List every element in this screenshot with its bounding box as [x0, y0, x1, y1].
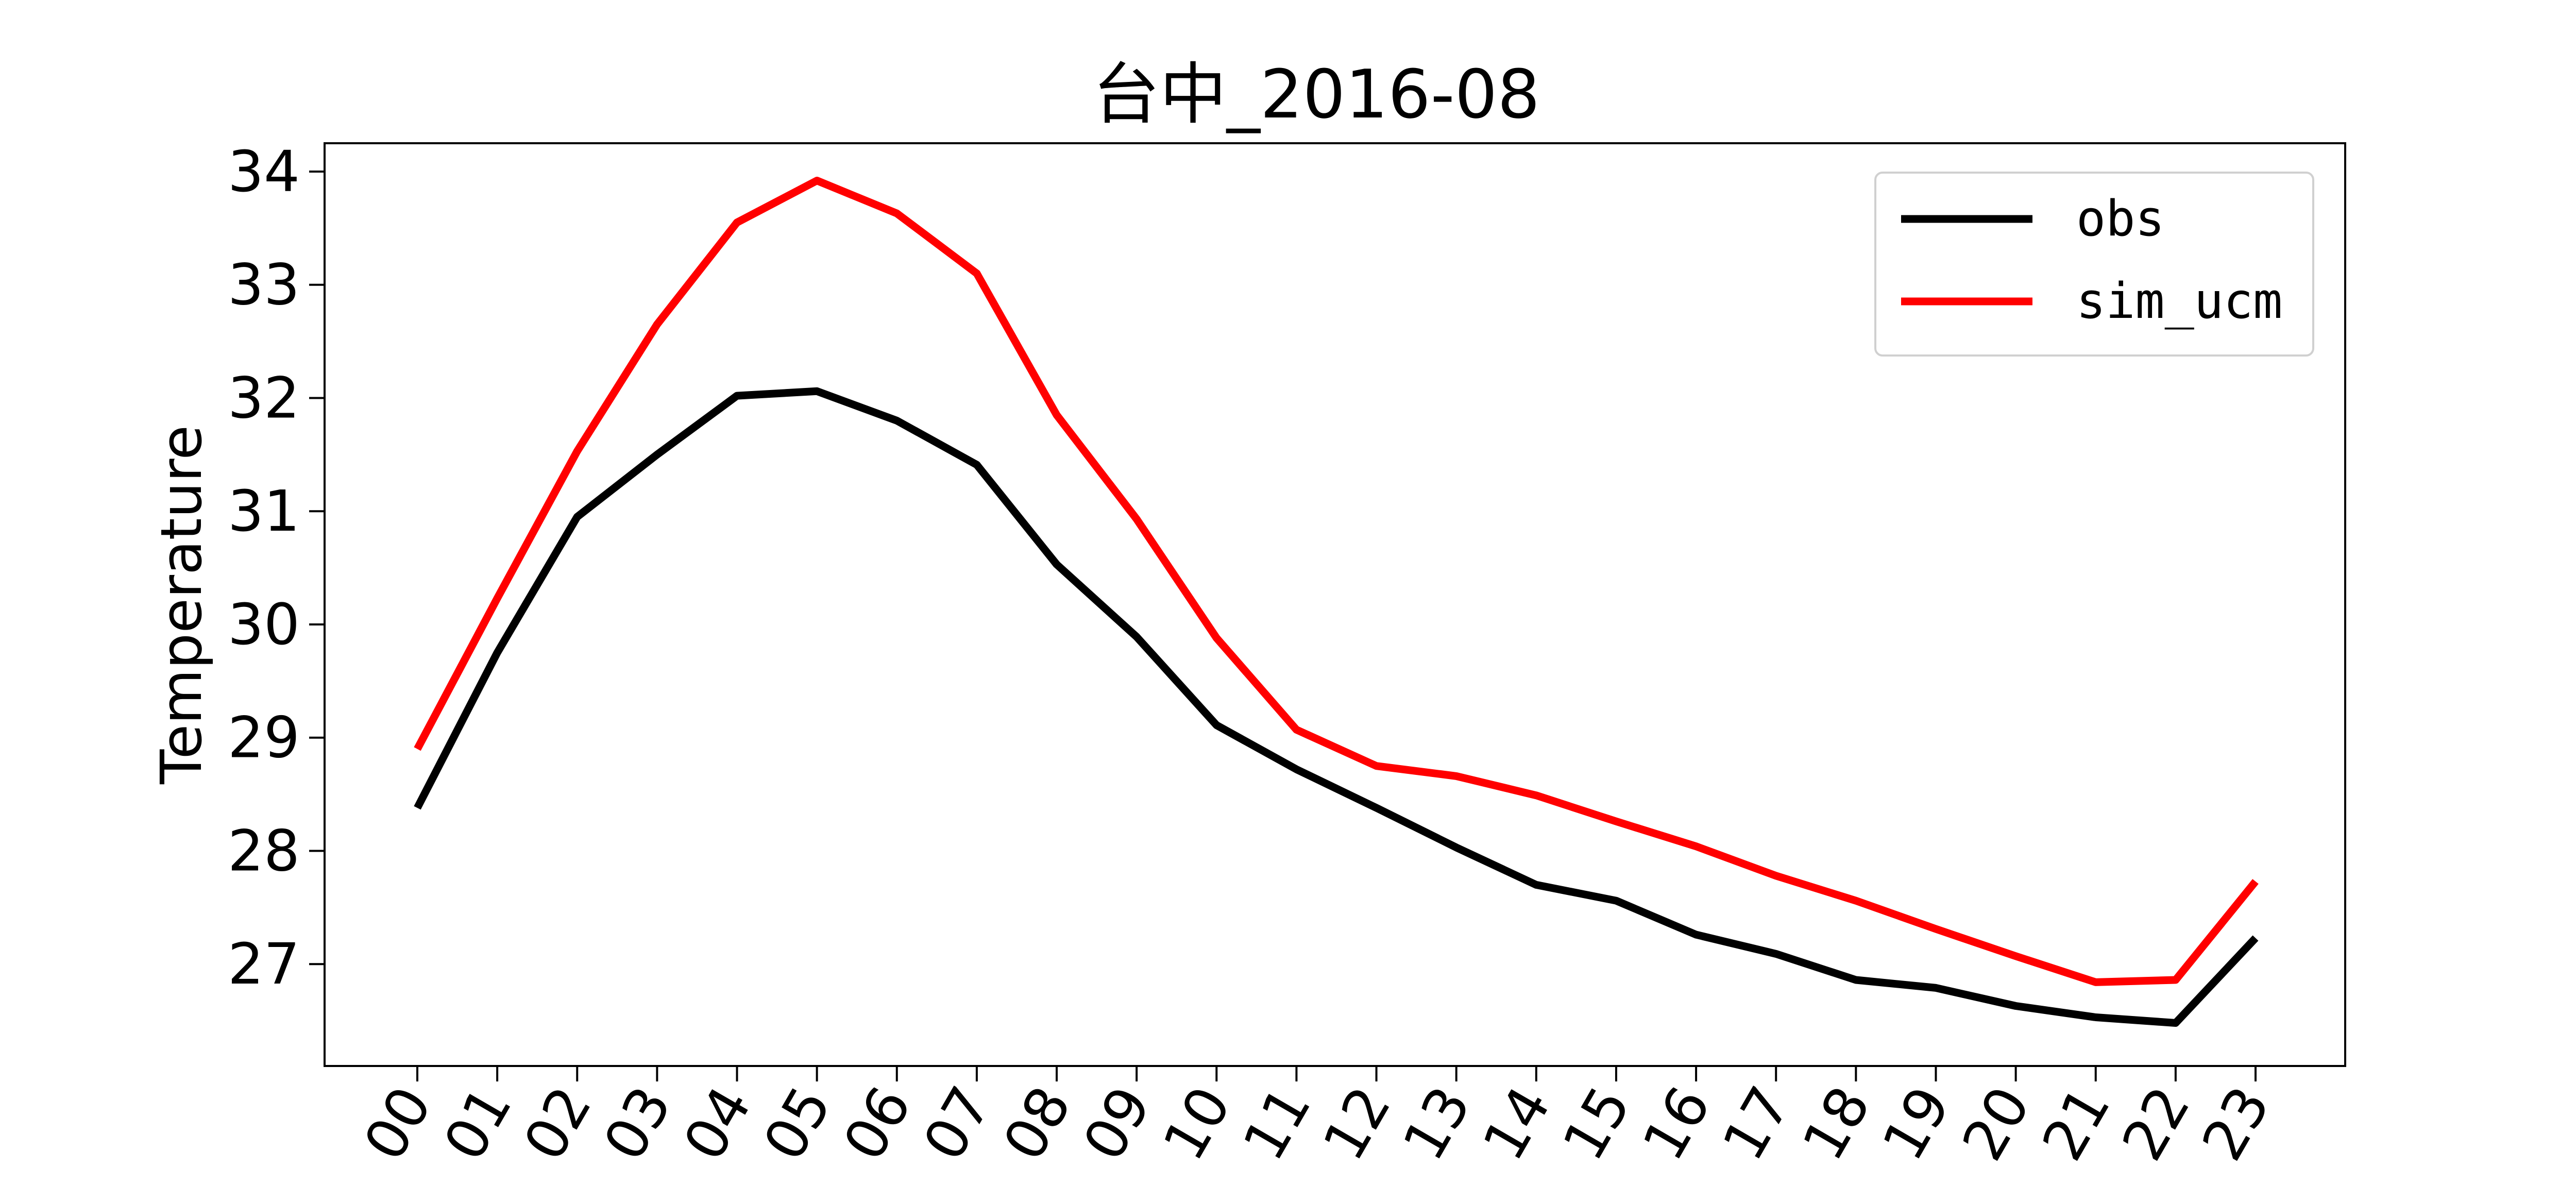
- y-tick-label: 33: [228, 252, 300, 318]
- plot-area-frame: [324, 142, 2346, 1067]
- series-line-obs: [414, 387, 2259, 1027]
- series-line-sim-ucm: [414, 177, 2259, 986]
- y-tick-label: 32: [228, 365, 300, 431]
- y-axis-label: Temperature: [148, 425, 214, 785]
- y-tick-label: 30: [228, 591, 300, 657]
- chart-title: 台中_2016-08: [1093, 55, 1540, 133]
- legend-label-sim-ucm: sim_ucm: [2076, 273, 2282, 330]
- y-tick-label: 28: [228, 818, 300, 884]
- y-tick-label: 31: [228, 478, 300, 544]
- legend: obs sim_ucm: [1874, 172, 2314, 357]
- legend-label-obs: obs: [2076, 191, 2165, 247]
- plot-content: [414, 177, 2259, 1027]
- y-tick-label: 29: [228, 705, 300, 771]
- y-tick-label: 34: [228, 139, 300, 205]
- y-axis: 27 28 29 30 31 32 33 34: [228, 139, 325, 997]
- y-tick-label: 27: [228, 931, 300, 997]
